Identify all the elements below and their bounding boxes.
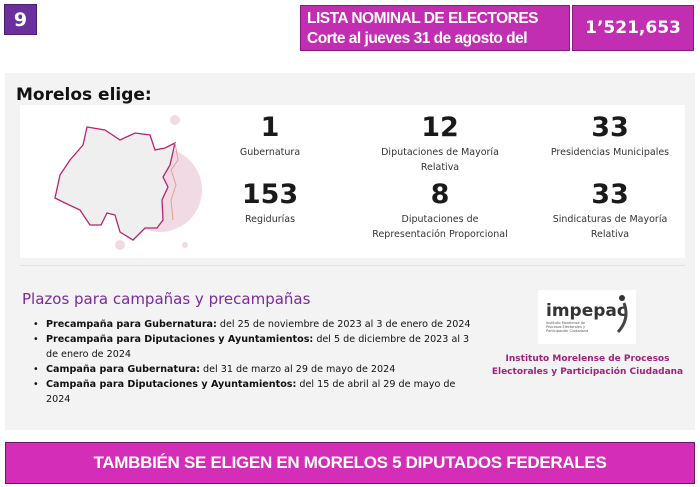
lista-nominal-header: LISTA NOMINAL DE ELECTORES Corte al juev… bbox=[300, 5, 570, 67]
lista-nominal-total: 1’521,653 bbox=[572, 5, 694, 51]
logo-subtitle: Instituto Morelense de Procesos Electora… bbox=[546, 321, 589, 333]
item-label: Precampaña para Diputaciones y Ayuntamie… bbox=[46, 334, 314, 345]
federal-deputies-banner: TAMBBIÉN SE ELIGEN EN MORELOS 5 DIPUTADO… bbox=[5, 442, 695, 484]
stat-label: Gubernatura bbox=[239, 147, 301, 158]
list-item: Precampaña para Diputaciones y Ayuntamie… bbox=[33, 332, 473, 362]
stat-diputaciones-rp: 8 Diputaciones de Representación Proporc… bbox=[355, 180, 525, 242]
list-item: Precampaña para Gubernatura: del 25 de n… bbox=[33, 317, 473, 332]
divider bbox=[20, 265, 685, 266]
morelos-map-icon bbox=[54, 115, 202, 250]
stat-number: 8 bbox=[430, 179, 450, 210]
list-item: Campaña para Gubernatura: del 31 de marz… bbox=[33, 362, 473, 377]
stat-number: 153 bbox=[241, 179, 299, 210]
impepac-logo: impepac Instituto Morelense de Procesos … bbox=[538, 290, 636, 344]
stat-label: Diputaciones de Mayoría Relativa bbox=[381, 147, 499, 173]
item-label: Campaña para Gubernatura: bbox=[46, 364, 200, 375]
section-title: Morelos elige: bbox=[16, 85, 152, 105]
item-text: del 31 de marzo al 29 de mayo de 2024 bbox=[199, 364, 396, 375]
item-text: del 25 de noviembre de 2023 al 3 de ener… bbox=[216, 319, 471, 330]
item-label: Campaña para Diputaciones y Ayuntamiento… bbox=[46, 379, 297, 390]
page-number: 9 bbox=[4, 4, 37, 35]
stat-number: 33 bbox=[591, 112, 629, 143]
stat-gubernatura: 1 Gubernatura bbox=[185, 113, 355, 160]
item-text: del 5 de diciembre de 2023 al 3 de enero… bbox=[46, 334, 470, 360]
list-item: Campaña para Diputaciones y Ayuntamiento… bbox=[33, 377, 473, 407]
stat-number: 1 bbox=[260, 112, 280, 143]
stat-label: Diputaciones de Representación Proporcio… bbox=[372, 214, 508, 240]
item-label: Precampaña para Gubernatura: bbox=[46, 319, 217, 330]
stat-label: Sindicaturas de Mayoría Relativa bbox=[552, 214, 668, 240]
institute-name: Instituto Morelense de Procesos Electora… bbox=[491, 354, 684, 377]
plazos-title: Plazos para campañas y precampañas bbox=[22, 290, 311, 308]
stat-regidurias: 153 Regidurías bbox=[185, 180, 355, 227]
header-line1: LISTA NOMINAL DE ELECTORES bbox=[307, 10, 539, 27]
stat-sindicaturas: 33 Sindicaturas de Mayoría Relativa bbox=[525, 180, 695, 242]
logo-name: impepac bbox=[546, 301, 627, 321]
stat-number: 12 bbox=[421, 112, 459, 143]
item-text: del 15 de abril al 29 de mayo de 2024 bbox=[46, 379, 456, 405]
stat-number: 33 bbox=[591, 179, 629, 210]
stat-label: Regidurías bbox=[244, 214, 296, 225]
stat-label: Presidencias Municipales bbox=[550, 147, 670, 158]
stat-diputaciones-mr: 12 Diputaciones de Mayoría Relativa bbox=[355, 113, 525, 175]
plazos-list: Precampaña para Gubernatura: del 25 de n… bbox=[33, 317, 473, 407]
figure-icon bbox=[616, 295, 628, 334]
stats-card: 1 Gubernatura 12 Diputaciones de Mayoría… bbox=[20, 105, 685, 258]
header-line2: Corte al jueves 31 de agosto del 2023 bbox=[307, 30, 528, 67]
stat-presidencias: 33 Presidencias Municipales bbox=[525, 113, 695, 160]
